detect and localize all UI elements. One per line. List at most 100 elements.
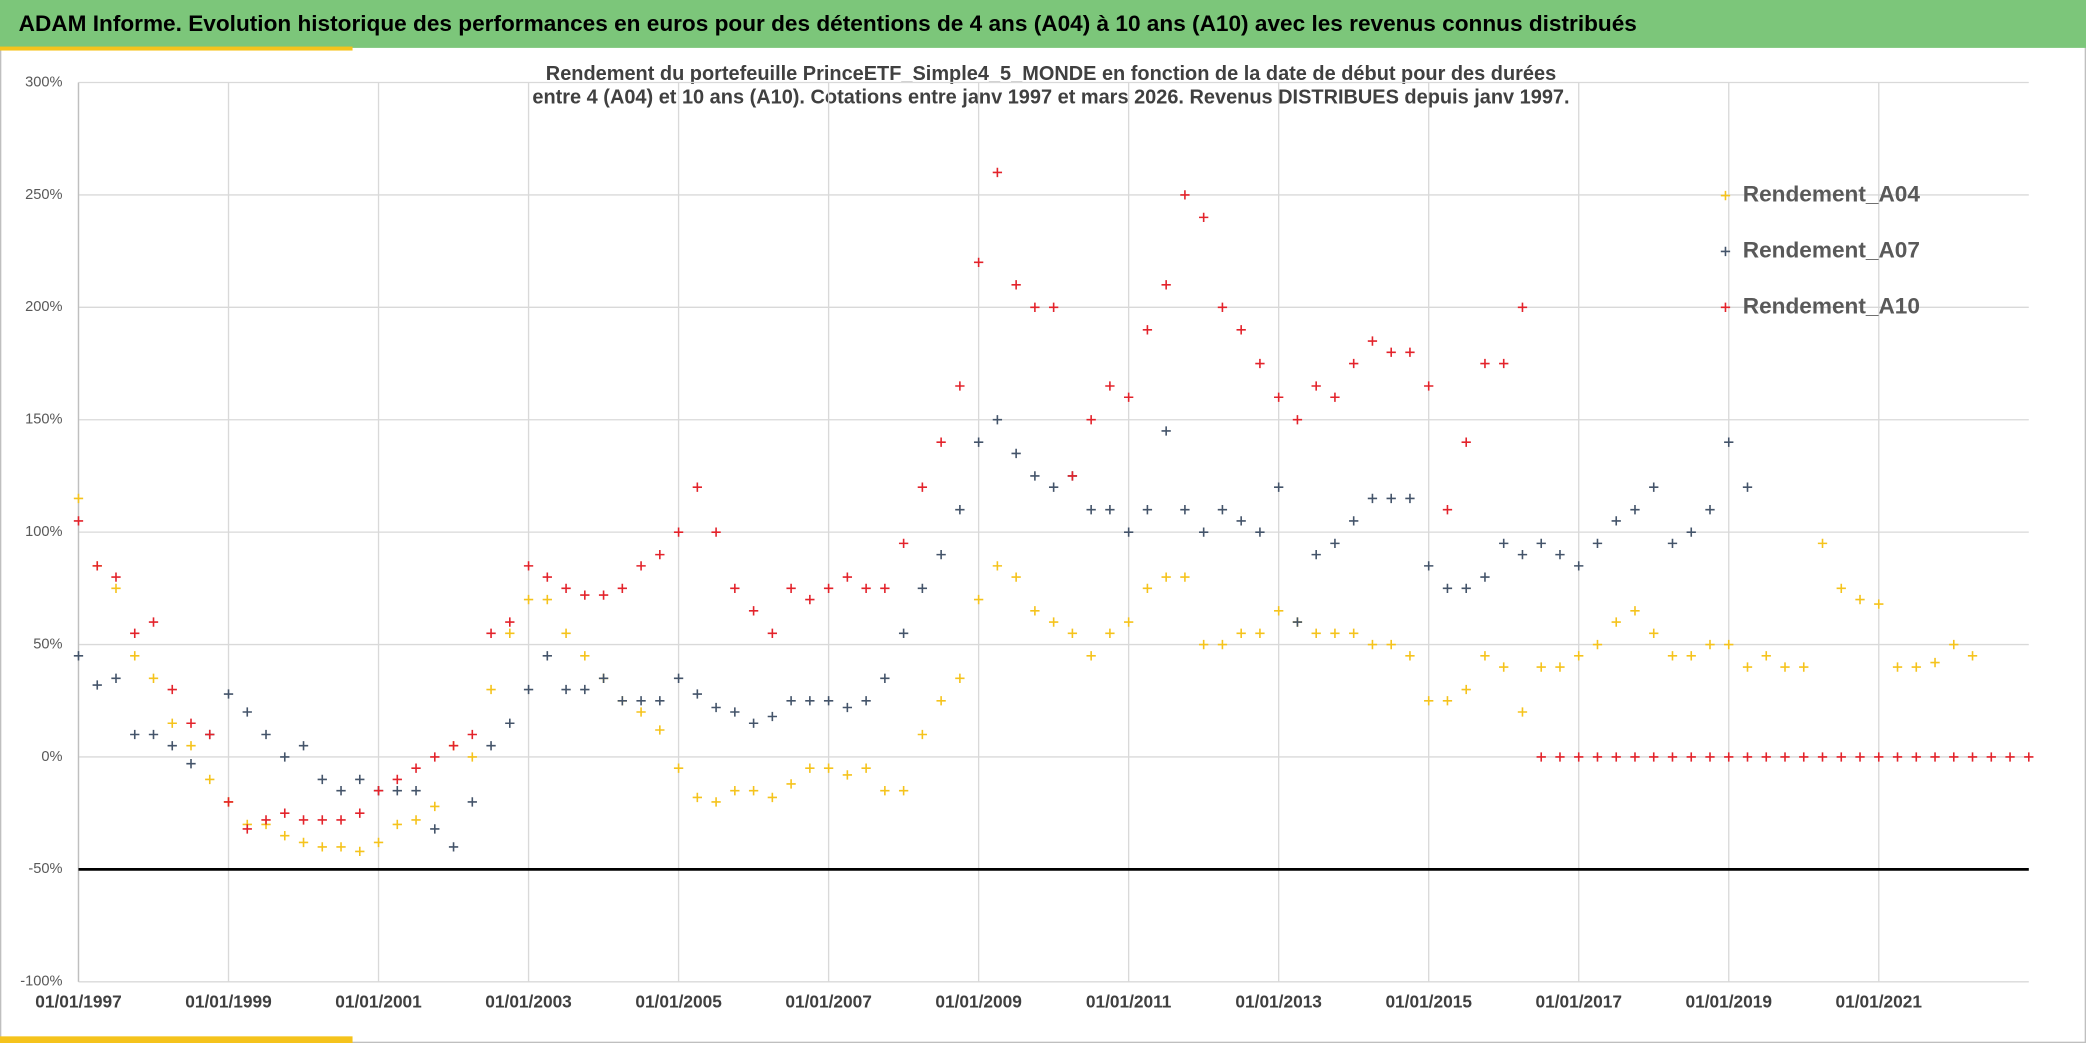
point [317,815,327,825]
point [1555,662,1565,672]
point [430,752,440,762]
point [842,572,853,582]
point [1123,527,1134,537]
point [1780,752,1790,762]
point [317,774,327,785]
point [1161,426,1171,436]
point [1311,381,1321,391]
point [880,673,890,683]
point [1274,606,1284,616]
point [1030,302,1040,312]
point [1874,599,1884,609]
point [1517,302,1528,312]
point [767,792,778,803]
point [561,583,571,594]
point [1048,617,1059,627]
point [1274,392,1284,402]
point [336,842,346,852]
point [1311,549,1321,560]
point [92,561,102,571]
point [1255,628,1265,638]
x-tick-label: 01/01/2011 [1086,992,1172,1012]
point [1911,662,1921,672]
point [130,651,140,661]
legend-marker [1720,302,1731,312]
x-tick-label: 01/01/2015 [1385,992,1472,1012]
point [223,797,234,807]
point [1367,493,1378,504]
point [298,815,309,825]
point [692,689,702,699]
point [748,786,759,796]
y-tick-label: 50% [33,636,62,652]
point [1667,538,1678,549]
point [523,561,534,571]
point [1499,662,1509,672]
point [823,696,834,706]
point [1442,505,1453,515]
x-tick-label: 01/01/1999 [185,992,272,1012]
point [1367,336,1378,346]
point [767,711,778,722]
point [1536,662,1546,672]
point [805,696,815,706]
point [1817,538,1828,549]
point [1555,549,1565,560]
point [223,689,234,699]
point [1592,752,1603,762]
point [1817,752,1828,762]
point [880,583,890,594]
point [1630,505,1640,515]
point [1142,325,1153,335]
point [1142,505,1153,515]
point [111,572,121,582]
point [186,718,196,728]
point [1536,538,1546,549]
point [1217,302,1228,312]
point [1461,437,1471,447]
point [542,651,552,661]
point [748,606,759,616]
point [1236,628,1246,638]
point [1761,651,1771,661]
point [598,590,609,600]
point [1105,505,1115,515]
y-tick-label: -50% [28,861,62,877]
point [411,763,421,773]
point [1030,606,1040,616]
point [730,786,740,796]
point [1517,707,1528,717]
point [842,770,853,780]
point [1799,752,1809,762]
point [1442,583,1453,594]
point [1686,527,1696,537]
point [1405,493,1415,504]
point [692,482,702,492]
point [1386,347,1396,357]
point [1349,516,1359,526]
legend-marker [1720,246,1731,257]
point [1480,572,1490,582]
point [1386,493,1396,504]
point [467,729,477,740]
point [655,725,665,735]
point [1649,628,1659,638]
y-tick-label: 0% [41,749,62,765]
point [336,815,346,825]
point [355,808,365,818]
legend-marker [1720,190,1731,201]
point [1217,505,1228,515]
point [336,786,346,796]
point [1799,662,1809,672]
point [1949,752,1959,762]
point [1386,639,1396,650]
point [1724,752,1734,762]
point [92,680,102,690]
point [486,628,496,638]
point [1161,280,1171,290]
point [130,628,140,638]
point [1667,752,1678,762]
banner-bg [0,0,2086,48]
point [280,831,290,841]
